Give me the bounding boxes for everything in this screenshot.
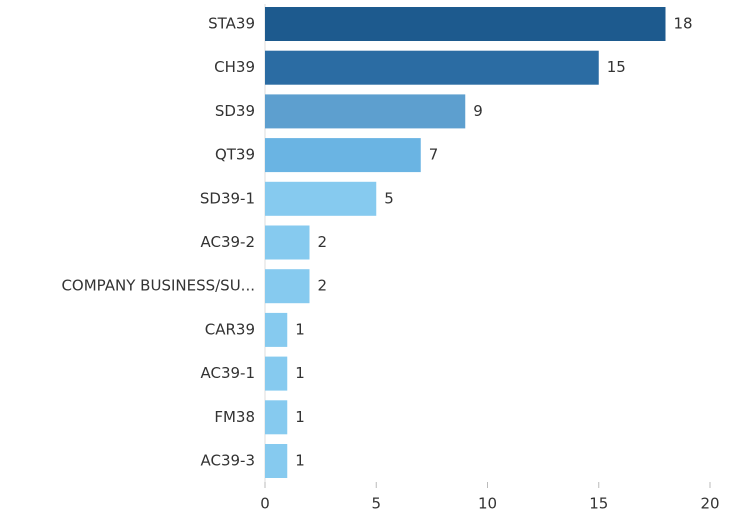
value-label: 7 [429,146,439,164]
value-label: 1 [295,320,305,338]
x-tick-label: 15 [589,495,608,513]
x-tick-label: 0 [260,495,270,513]
y-tick-label: SD39 [215,102,255,120]
value-label: 15 [607,58,626,76]
bar [265,269,310,304]
y-tick-label: FM38 [214,408,255,426]
bar [265,138,421,173]
bar [265,7,666,41]
y-tick-label: AC39-2 [200,233,255,251]
x-tick-label: 20 [700,495,719,513]
value-label: 2 [318,233,328,251]
value-label: 18 [674,15,693,33]
bar [265,225,310,260]
y-tick-label: SD39-1 [200,189,255,207]
y-tick-label: QT39 [215,146,255,164]
bar [265,356,288,391]
value-label: 5 [384,189,394,207]
y-tick-label: AC39-1 [200,364,255,382]
x-tick-label: 5 [371,495,381,513]
value-label: 9 [473,102,483,120]
y-tick-label: STA39 [208,15,255,33]
value-label: 1 [295,408,305,426]
x-tick-label: 10 [478,495,497,513]
value-label: 1 [295,364,305,382]
bar [265,444,288,478]
bar [265,50,599,85]
y-tick-label: CAR39 [205,320,255,338]
value-label: 1 [295,452,305,470]
y-tick-label: AC39-3 [200,452,255,470]
bar [265,181,377,216]
y-tick-label: COMPANY BUSINESS/SU... [61,277,255,295]
bar [265,94,466,129]
bar [265,312,288,347]
y-tick-label: CH39 [214,58,255,76]
value-label: 2 [318,277,328,295]
bar [265,400,288,435]
